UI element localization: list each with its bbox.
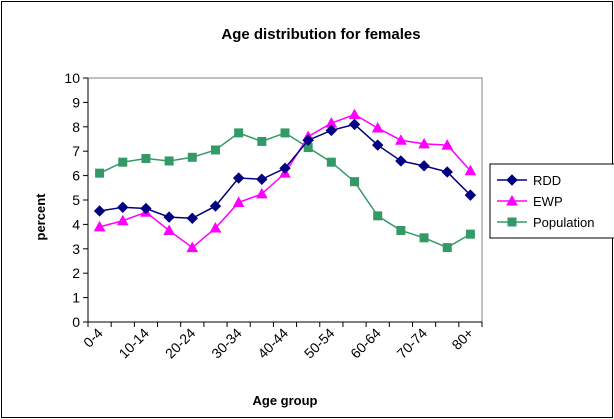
data-point xyxy=(396,226,406,235)
y-tick-label: 4 xyxy=(72,216,80,232)
legend-marker xyxy=(506,174,518,186)
data-point xyxy=(373,211,383,221)
legend-marker xyxy=(507,217,517,227)
data-point xyxy=(302,134,314,146)
data-point xyxy=(187,152,197,162)
data-point xyxy=(116,214,129,226)
series-layer xyxy=(93,108,477,253)
data-point xyxy=(350,177,360,187)
legend-label: Population xyxy=(533,215,594,230)
y-axis-label: percent xyxy=(33,193,48,241)
data-point xyxy=(326,157,336,167)
data-point xyxy=(395,134,407,145)
data-point xyxy=(441,139,454,150)
data-point xyxy=(118,157,128,167)
data-point xyxy=(117,201,129,214)
series-rdd xyxy=(93,118,477,225)
data-point xyxy=(186,241,199,253)
chart-title: Age distribution for females xyxy=(221,26,420,43)
data-point xyxy=(325,124,338,137)
data-point xyxy=(441,166,453,178)
data-point xyxy=(464,189,477,201)
data-point xyxy=(465,229,475,239)
y-tick-label: 9 xyxy=(72,94,80,110)
data-point xyxy=(395,155,407,167)
data-point xyxy=(348,108,361,120)
data-point xyxy=(163,224,175,235)
legend-label: EWP xyxy=(533,194,563,209)
data-point xyxy=(256,173,268,185)
data-point xyxy=(93,220,106,232)
y-tick-label: 7 xyxy=(72,143,80,159)
data-point xyxy=(371,139,384,151)
y-tick-label: 3 xyxy=(72,241,80,257)
data-point xyxy=(464,164,477,176)
series-population xyxy=(95,128,475,253)
legend-label: RDD xyxy=(533,173,561,188)
data-point xyxy=(141,154,151,164)
data-point xyxy=(419,233,429,243)
y-tick-label: 5 xyxy=(72,192,80,208)
y-tick-label: 8 xyxy=(72,119,80,135)
data-point xyxy=(186,212,199,225)
x-axis-label: Age group xyxy=(253,393,318,408)
data-point xyxy=(209,222,222,233)
y-tick-label: 6 xyxy=(72,168,80,184)
data-point xyxy=(232,172,245,184)
data-point xyxy=(257,136,267,146)
data-point xyxy=(163,211,175,223)
data-point xyxy=(232,196,245,207)
data-point xyxy=(140,202,152,215)
data-point xyxy=(210,145,220,155)
data-point xyxy=(255,187,268,199)
data-point xyxy=(280,128,290,138)
legend: RDD EWP Population xyxy=(489,163,614,239)
data-point xyxy=(442,243,452,253)
data-point xyxy=(95,168,105,178)
data-point xyxy=(234,128,244,138)
y-tick-label: 2 xyxy=(72,265,80,281)
data-point xyxy=(371,121,384,133)
data-point xyxy=(348,118,361,131)
data-point xyxy=(164,156,174,166)
y-tick-label: 1 xyxy=(72,290,80,306)
y-tick-label: 0 xyxy=(72,314,80,330)
legend-marker xyxy=(506,194,518,206)
data-point xyxy=(209,200,222,212)
data-point xyxy=(93,205,106,217)
data-point xyxy=(418,160,430,172)
data-point xyxy=(418,137,430,149)
data-point xyxy=(279,162,291,174)
y-tick-label: 10 xyxy=(64,70,80,86)
